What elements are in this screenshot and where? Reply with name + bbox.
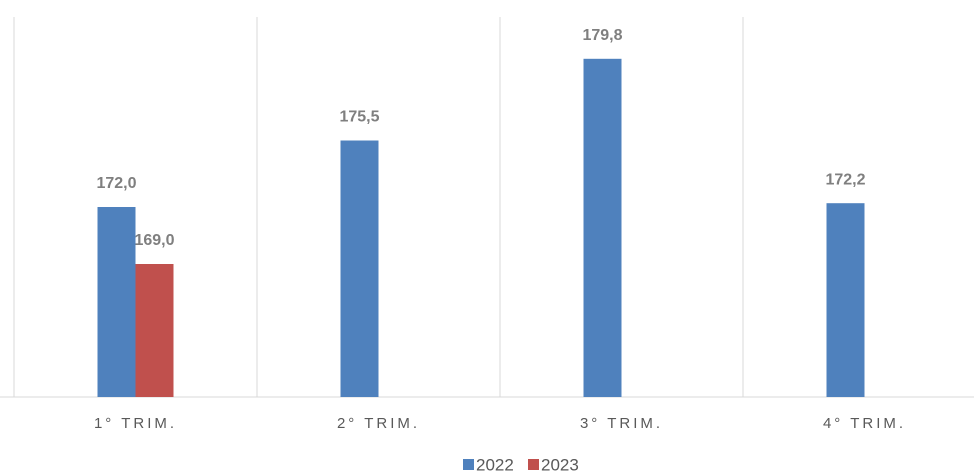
- data-label: 179,8: [582, 27, 622, 44]
- bar: [583, 58, 622, 398]
- legend-label: 2023: [541, 455, 579, 474]
- legend-swatch: [528, 459, 539, 470]
- bar: [826, 203, 865, 397]
- data-label: 169,0: [134, 232, 174, 249]
- bar: [340, 140, 379, 397]
- legend-swatch: [463, 459, 474, 470]
- bar: [135, 264, 174, 397]
- x-tick-label: 1° TRIM.: [94, 415, 177, 432]
- data-label: 172,0: [96, 175, 136, 192]
- data-label: 172,2: [825, 171, 865, 188]
- legend-label: 2022: [476, 455, 514, 474]
- bar: [97, 207, 136, 397]
- x-tick-label: 4° TRIM.: [823, 415, 906, 432]
- data-label: 175,5: [339, 109, 379, 126]
- x-tick-label: 3° TRIM.: [580, 415, 663, 432]
- x-tick-label: 2° TRIM.: [337, 415, 420, 432]
